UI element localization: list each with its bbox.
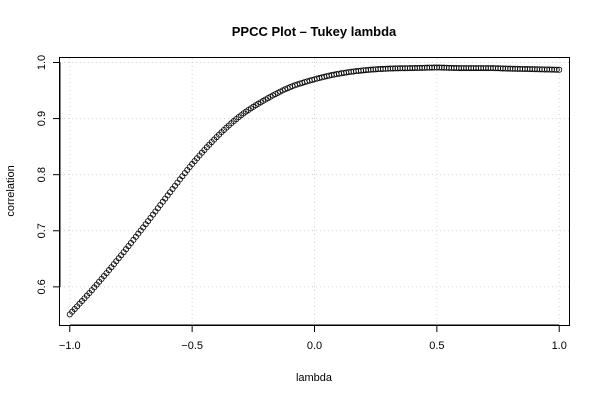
y-tick-label: 0.9: [36, 111, 48, 126]
y-tick-label: 1.0: [36, 55, 48, 70]
x-tick-label: −1.0: [59, 340, 81, 352]
data-point: [553, 66, 560, 73]
plot-frame: [59, 57, 570, 326]
x-axis-label: lambda: [296, 372, 333, 384]
y-tick-label: 0.6: [36, 279, 48, 294]
y-tick-label: 0.7: [36, 223, 48, 238]
chart-title: PPCC Plot – Tukey lambda: [232, 24, 397, 39]
x-tick-label: −0.5: [181, 340, 203, 352]
y-tick-label: 0.8: [36, 167, 48, 182]
data-points: [66, 64, 563, 318]
x-axis: −1.0 −0.5 0.0 0.5 1.0: [59, 324, 567, 352]
x-tick-label: 0.5: [429, 340, 444, 352]
y-axis: 0.6 0.7 0.8 0.9 1.0: [36, 55, 61, 295]
grid-lines: [60, 58, 569, 325]
x-tick-label: 0.0: [307, 340, 322, 352]
x-tick-label: 1.0: [552, 340, 567, 352]
y-axis-label: correlation: [5, 165, 17, 216]
data-point: [556, 66, 563, 73]
